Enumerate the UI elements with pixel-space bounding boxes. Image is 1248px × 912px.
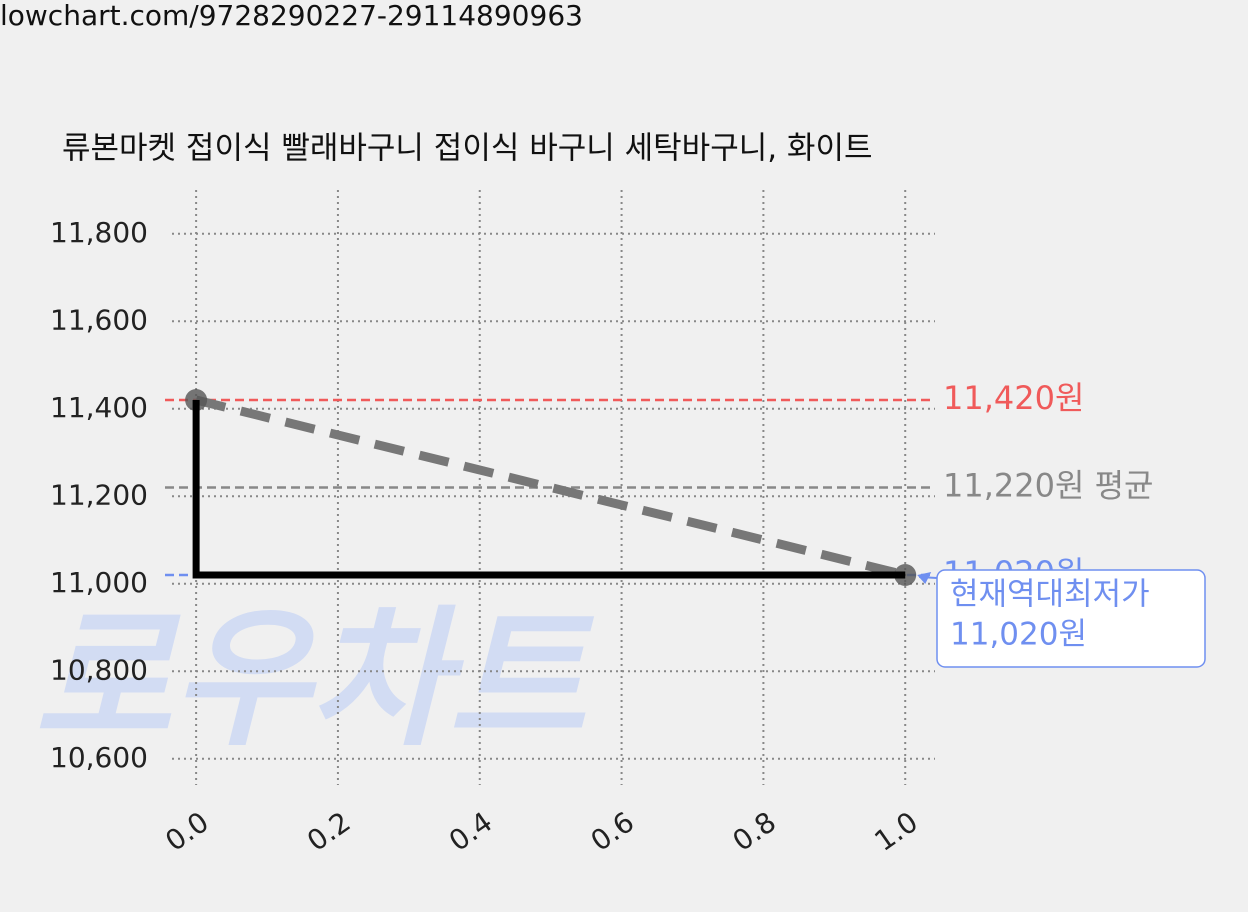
reference-label: 11,220원 평균 <box>943 467 1153 505</box>
annotation-text: 현재역대최저가 <box>950 577 1150 613</box>
annotation-arrowhead <box>917 572 932 584</box>
x-tick-label: 0.6 <box>585 805 640 858</box>
lowest-price-line <box>192 400 906 579</box>
y-tick-label: 11,600 <box>50 303 148 336</box>
trend-line <box>195 395 907 580</box>
y-tick-label: 11,000 <box>50 566 148 599</box>
y-tick-label: 10,600 <box>50 741 148 774</box>
y-tick-label: 11,400 <box>50 391 148 424</box>
x-tick-label: 0.8 <box>727 805 782 858</box>
watermark: 로우차트 <box>34 593 595 767</box>
x-tick-label: 1.0 <box>868 805 923 858</box>
y-tick-label: 11,200 <box>50 478 148 511</box>
y-tick-label: 11,800 <box>50 216 148 249</box>
chart-title: 류본마켓 접이식 빨래바구니 접이식 바구니 세탁바구니, 화이트 <box>62 131 873 167</box>
reference-label: 11,420원 <box>943 379 1084 417</box>
x-tick-label: 0.4 <box>443 805 498 858</box>
x-tick-label: 0.0 <box>159 805 214 858</box>
x-tick-label: 0.2 <box>301 805 356 858</box>
annotation-text: 11,020원 <box>950 617 1087 653</box>
url: lowchart.com/9728290227-29114890963 <box>0 0 583 32</box>
annotation-box <box>936 569 1206 668</box>
y-tick-label: 10,800 <box>50 653 148 686</box>
